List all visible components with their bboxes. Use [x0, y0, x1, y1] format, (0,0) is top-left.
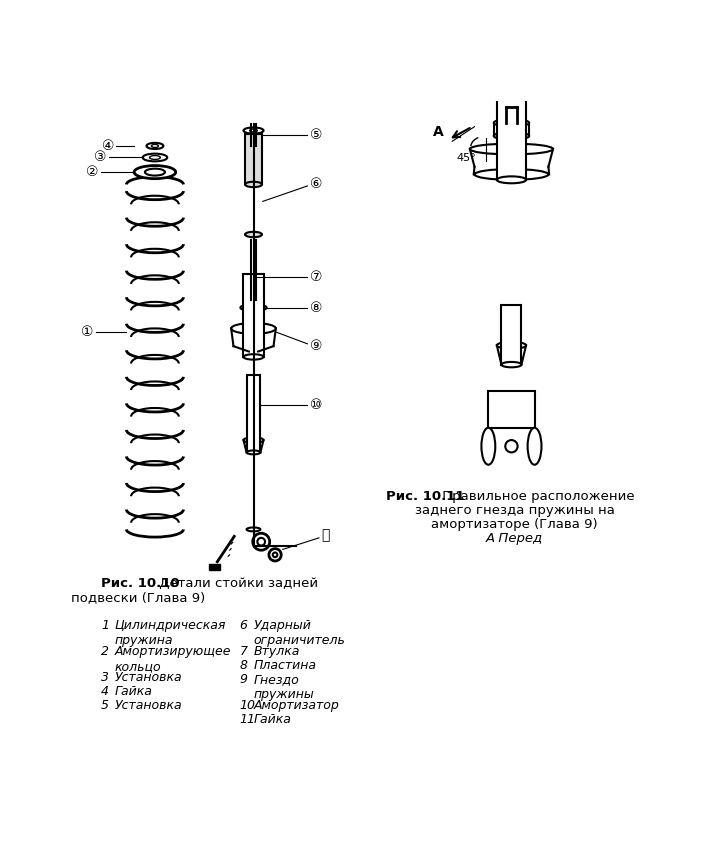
Text: Установка: Установка	[115, 671, 183, 684]
Text: Пластина: Пластина	[253, 659, 317, 672]
Text: 5: 5	[101, 699, 109, 711]
Ellipse shape	[501, 362, 521, 367]
Text: амортизаторе (Глава 9): амортизаторе (Глава 9)	[431, 518, 598, 531]
Ellipse shape	[243, 437, 264, 443]
Ellipse shape	[494, 132, 529, 140]
Text: 6: 6	[240, 619, 248, 631]
Ellipse shape	[246, 139, 261, 143]
Text: ⑤: ⑤	[310, 128, 323, 142]
Text: Гнездо
пружины: Гнездо пружины	[253, 673, 314, 701]
Text: 10: 10	[240, 699, 256, 711]
Text: ②: ②	[86, 165, 99, 179]
Text: 3: 3	[101, 671, 109, 684]
Ellipse shape	[246, 528, 261, 532]
Text: ⑧: ⑧	[310, 300, 323, 315]
Text: 9: 9	[240, 673, 248, 685]
Text: заднего гнезда пружины на: заднего гнезда пружины на	[415, 504, 614, 517]
Bar	[246, 376, 261, 452]
Ellipse shape	[482, 428, 495, 465]
Ellipse shape	[248, 306, 258, 309]
Text: ⑥: ⑥	[310, 176, 323, 191]
Text: ①: ①	[81, 325, 94, 339]
Text: Втулка: Втулка	[253, 645, 300, 658]
FancyBboxPatch shape	[209, 564, 220, 571]
Ellipse shape	[231, 323, 276, 334]
Text: А: А	[433, 125, 444, 139]
Ellipse shape	[497, 342, 526, 349]
Ellipse shape	[245, 181, 262, 187]
Text: Правильное расположение: Правильное расположение	[438, 490, 634, 503]
Ellipse shape	[145, 169, 165, 176]
Text: ⑩: ⑩	[310, 398, 323, 413]
Ellipse shape	[243, 354, 264, 360]
Ellipse shape	[245, 326, 262, 331]
Text: 1: 1	[101, 619, 109, 631]
Ellipse shape	[151, 144, 158, 148]
Text: 11: 11	[240, 712, 256, 726]
Text: 45°: 45°	[456, 154, 476, 163]
Text: ⑪: ⑪	[321, 528, 330, 543]
Text: А Перед: А Перед	[486, 532, 543, 544]
Text: подвески (Глава 9): подвески (Глава 9)	[71, 591, 205, 604]
Text: 4: 4	[101, 685, 109, 698]
Bar	[494, 123, 529, 136]
Bar	[501, 305, 521, 365]
Text: Детали стойки задней: Детали стойки задней	[155, 577, 318, 590]
Text: Амортизатор: Амортизатор	[253, 699, 339, 711]
Bar	[497, 14, 526, 180]
Bar	[243, 273, 264, 357]
Text: Амортизирующее
кольцо: Амортизирующее кольцо	[115, 645, 231, 673]
Ellipse shape	[245, 232, 262, 237]
Ellipse shape	[134, 165, 176, 179]
Text: 7: 7	[240, 645, 248, 658]
Text: Рис. 10.11: Рис. 10.11	[386, 490, 464, 503]
Ellipse shape	[243, 127, 264, 133]
Text: 2: 2	[101, 645, 109, 658]
Text: 8: 8	[240, 659, 248, 672]
Ellipse shape	[470, 143, 553, 154]
Ellipse shape	[251, 140, 256, 143]
Ellipse shape	[150, 155, 161, 160]
Text: ④: ④	[102, 139, 114, 153]
Bar	[488, 391, 534, 428]
Ellipse shape	[143, 154, 167, 161]
Ellipse shape	[528, 428, 541, 465]
Text: ⑨: ⑨	[310, 339, 323, 353]
Ellipse shape	[246, 451, 261, 454]
Ellipse shape	[146, 143, 163, 149]
Text: Гайка: Гайка	[253, 712, 292, 726]
Text: Ударный
ограничитель: Ударный ограничитель	[253, 619, 346, 647]
Text: Рис. 10.10: Рис. 10.10	[101, 577, 180, 590]
Text: Гайка: Гайка	[115, 685, 153, 698]
Ellipse shape	[250, 129, 257, 132]
Text: Цилиндрическая
пружина: Цилиндрическая пружина	[115, 619, 226, 647]
Ellipse shape	[240, 304, 266, 311]
Text: ③: ③	[94, 150, 107, 165]
Ellipse shape	[497, 176, 526, 183]
Text: ⑦: ⑦	[310, 270, 323, 284]
Bar	[245, 134, 262, 185]
Ellipse shape	[474, 169, 549, 180]
Text: Установка: Установка	[115, 699, 183, 711]
Ellipse shape	[494, 119, 529, 127]
